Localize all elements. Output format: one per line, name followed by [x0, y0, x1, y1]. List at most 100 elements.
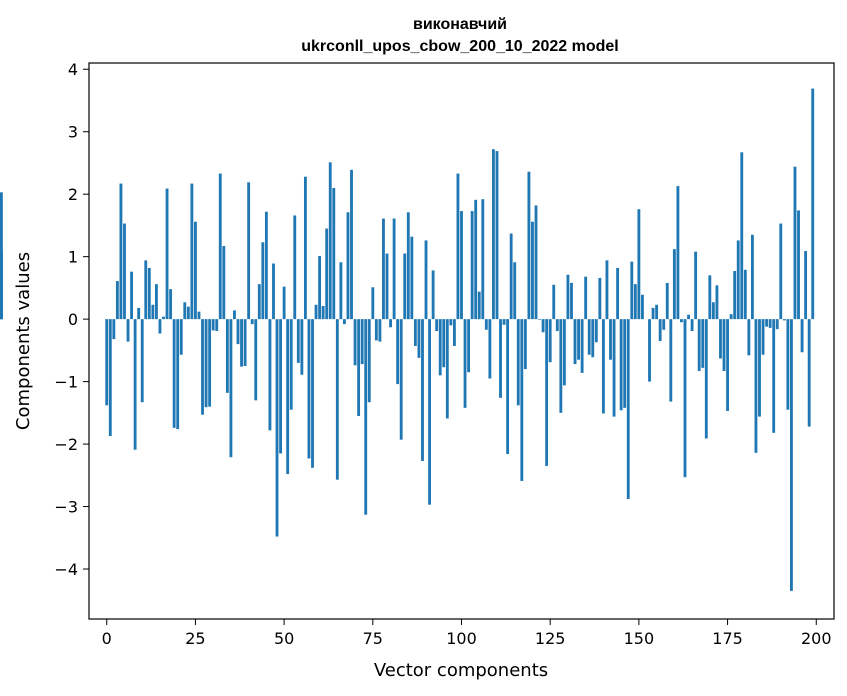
bar-27 [201, 319, 204, 415]
bar-35 [229, 319, 233, 458]
bar-127 [555, 319, 559, 331]
bar-192 [786, 319, 790, 410]
bar-6 [126, 319, 130, 342]
bar-196 [800, 319, 804, 353]
bar-124 [545, 319, 549, 466]
bar-139 [598, 277, 602, 320]
bar-169 [704, 319, 708, 439]
bar-22 [183, 302, 187, 320]
bar-178 [736, 240, 740, 320]
bar-150 [637, 209, 641, 320]
bar-194 [793, 166, 797, 320]
bar-74 [367, 319, 371, 403]
bar-28 [204, 319, 208, 408]
chart-title-line2: ukrconll_upos_cbow_200_10_2022 model [301, 38, 618, 55]
bar-60 [318, 256, 322, 320]
bar-66 [339, 262, 343, 320]
y-tick-label: 4 [68, 60, 78, 79]
bar-0 [105, 319, 109, 406]
bar-75 [371, 287, 375, 320]
bar-154 [651, 307, 655, 320]
bar-144 [616, 267, 620, 320]
bar-115 [513, 262, 517, 320]
bar-98 [452, 319, 456, 346]
bar-72 [360, 319, 364, 365]
bar-42 [254, 319, 258, 401]
y-axis-label: Components values [13, 252, 34, 430]
y-tick-label: −4 [54, 560, 78, 579]
bar-103 [470, 211, 474, 320]
bar-198 [807, 319, 811, 427]
bar-93 [435, 319, 439, 331]
y-tick-label: −2 [54, 435, 78, 454]
bar-126 [552, 284, 556, 320]
bar-171 [711, 302, 715, 320]
bar-43 [257, 284, 261, 320]
bar-62 [325, 228, 329, 320]
bar-181 [747, 319, 751, 356]
bar-21 [179, 319, 183, 355]
bar-40 [247, 182, 251, 320]
bar-174 [722, 319, 726, 371]
bar-191 [782, 319, 786, 321]
y-tick-label: 3 [68, 123, 78, 142]
bar-series [0, 88, 815, 591]
bar-125 [548, 319, 552, 363]
x-tick-label: 150 [624, 629, 655, 648]
bar-57 [307, 319, 311, 459]
bar-15 [158, 319, 162, 334]
bar-84 [403, 253, 407, 320]
y-axis-ticks: 4 3 2 1 0 −1 −2 −3 −4 [54, 60, 89, 579]
bar-146 [623, 319, 627, 408]
bar-9 [137, 307, 141, 320]
bar-164 [687, 314, 690, 320]
y-tick-label: 0 [68, 310, 78, 329]
bar-128 [559, 319, 563, 413]
bar-137 [591, 319, 595, 358]
bar-7 [130, 271, 133, 320]
bar-182 [750, 234, 754, 320]
bar-87 [413, 319, 417, 346]
bar-55 [300, 319, 304, 375]
bar-111 [499, 319, 502, 398]
bar-73 [364, 319, 368, 515]
bar-134 [580, 319, 584, 373]
bar-78 [382, 218, 385, 320]
bar-97 [449, 319, 453, 326]
bar-23 [186, 306, 190, 320]
bar-155 [655, 304, 659, 320]
bar-86 [410, 236, 414, 320]
bar-13 [151, 304, 155, 320]
bar-33 [222, 246, 226, 320]
x-axis-ticks: 0 25 50 75 100 125 150 175 200 [102, 619, 832, 648]
bar-58 [311, 319, 314, 468]
bar-116 [516, 319, 520, 406]
bar-109 [492, 149, 495, 320]
bar-70 [353, 319, 357, 366]
bar-44 [261, 242, 265, 320]
y-tick-label: 2 [68, 185, 78, 204]
bar-64 [332, 187, 336, 320]
bar-172 [715, 285, 719, 320]
bar-50 [282, 286, 286, 320]
bar-34 [225, 319, 229, 393]
x-tick-label: 75 [363, 629, 383, 648]
bar-167 [697, 319, 701, 371]
bar-176 [729, 314, 733, 320]
bar-133 [577, 319, 580, 360]
bar-184 [758, 319, 761, 417]
bar-143 [612, 319, 616, 417]
bar-186 [765, 319, 769, 327]
bar-120 [531, 221, 534, 320]
bar-39 [243, 319, 247, 366]
bar-122 [538, 319, 541, 320]
plot-frame [88, 62, 835, 620]
bar-180 [743, 269, 747, 320]
bar-88 [417, 319, 421, 358]
bar-17 [165, 188, 169, 320]
bar-185 [761, 319, 765, 355]
bar-183 [754, 319, 758, 453]
bar-1 [108, 319, 112, 436]
bar-188 [772, 319, 776, 433]
bar-104 [474, 199, 478, 320]
